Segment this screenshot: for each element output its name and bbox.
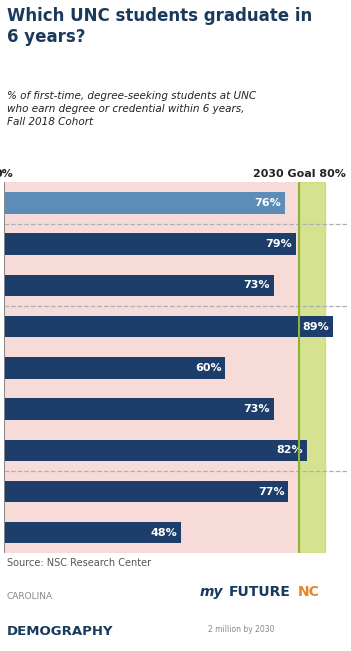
Bar bbox=[4, 357, 225, 378]
Text: 60%: 60% bbox=[195, 363, 222, 373]
Text: Source: NSC Research Center: Source: NSC Research Center bbox=[7, 559, 151, 568]
Bar bbox=[4, 439, 307, 461]
Text: 73%: 73% bbox=[243, 281, 270, 290]
Bar bbox=[4, 316, 333, 337]
Text: 79%: 79% bbox=[265, 239, 292, 249]
Text: 0%: 0% bbox=[0, 169, 13, 178]
Text: CAROLINA: CAROLINA bbox=[7, 592, 53, 602]
Bar bbox=[4, 192, 285, 214]
Text: NC: NC bbox=[298, 585, 319, 599]
Bar bbox=[4, 182, 299, 553]
Bar bbox=[4, 275, 273, 296]
Text: 77%: 77% bbox=[258, 486, 285, 497]
Text: my: my bbox=[200, 585, 223, 599]
Text: 48%: 48% bbox=[151, 528, 177, 538]
Text: 82%: 82% bbox=[277, 445, 303, 455]
Bar bbox=[4, 234, 296, 255]
Text: DEMOGRAPHY: DEMOGRAPHY bbox=[7, 624, 113, 637]
Bar bbox=[299, 182, 325, 553]
Text: FUTURE: FUTURE bbox=[229, 585, 291, 599]
Text: 2030 Goal 80%: 2030 Goal 80% bbox=[253, 169, 346, 178]
Text: 2 million by 2030: 2 million by 2030 bbox=[208, 624, 275, 633]
Bar bbox=[4, 481, 288, 502]
Bar bbox=[4, 398, 273, 420]
Text: Which UNC students graduate in
6 years?: Which UNC students graduate in 6 years? bbox=[7, 7, 312, 46]
Bar bbox=[4, 522, 181, 544]
Text: 89%: 89% bbox=[302, 322, 329, 331]
Text: % of first-time, degree-seeking students at UNC
who earn degree or credential wi: % of first-time, degree-seeking students… bbox=[7, 91, 256, 127]
Text: 73%: 73% bbox=[243, 404, 270, 414]
Text: 76%: 76% bbox=[254, 198, 281, 208]
